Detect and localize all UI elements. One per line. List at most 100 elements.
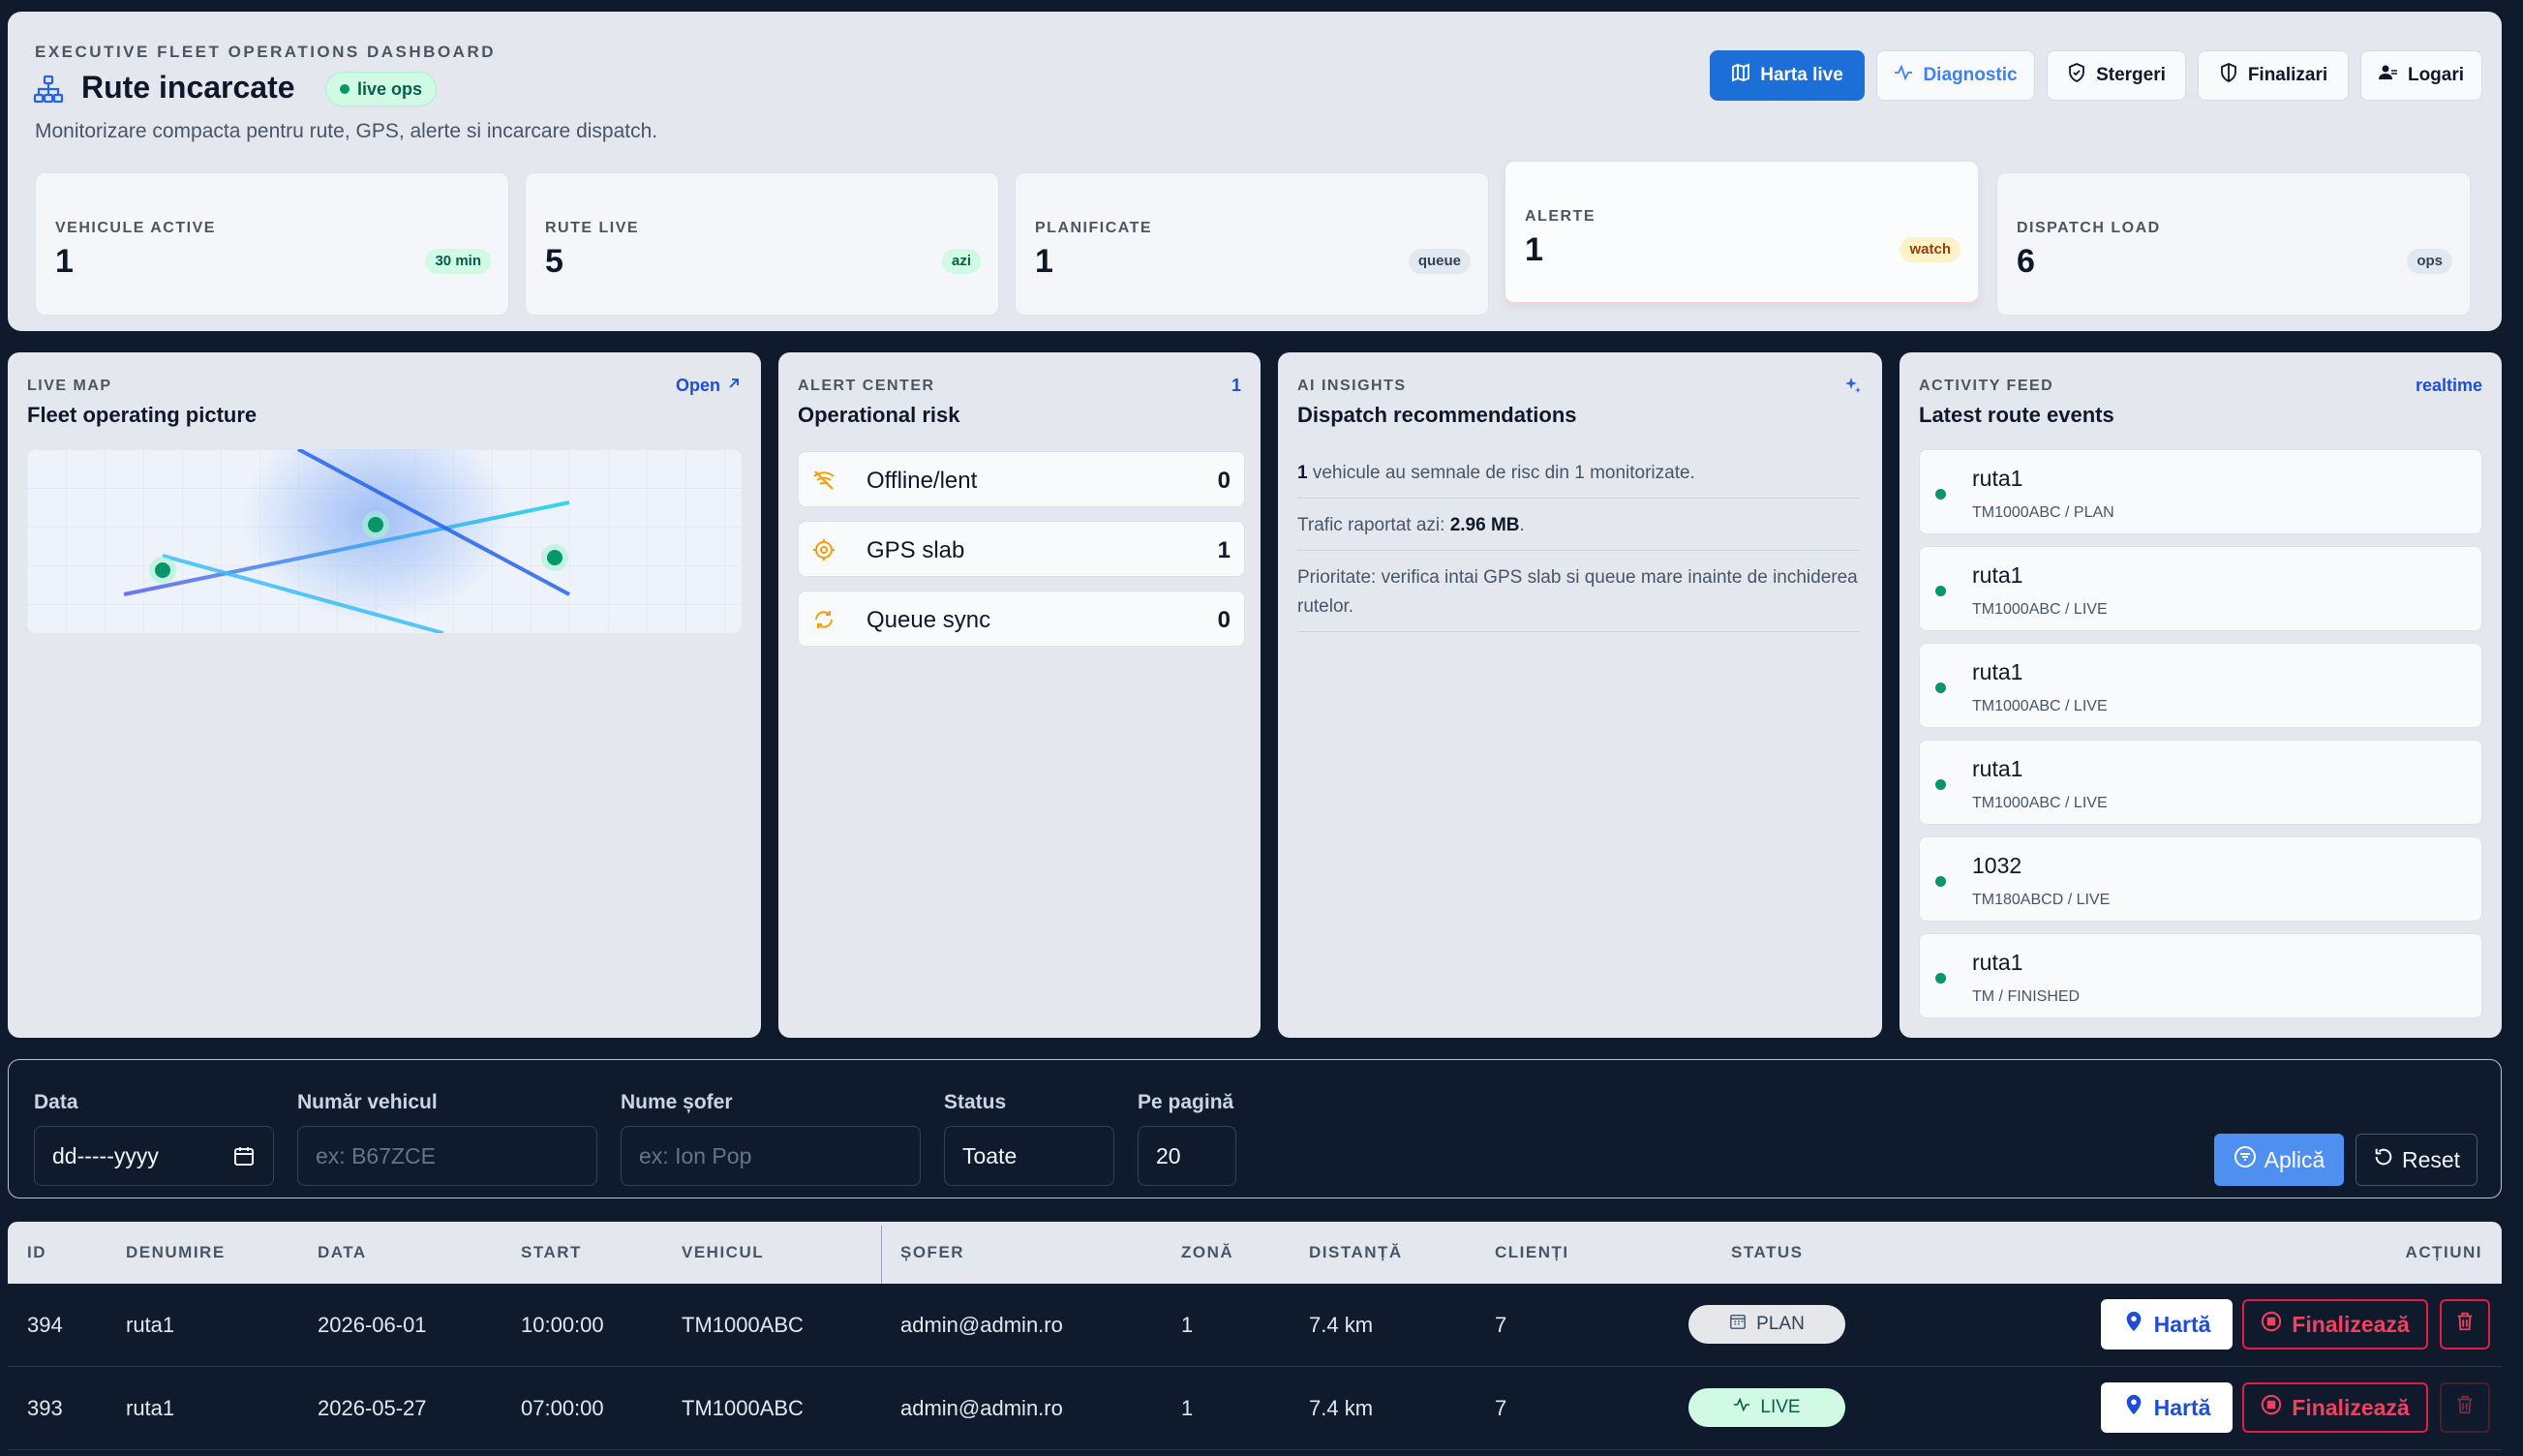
calendar-icon[interactable] — [232, 1144, 256, 1173]
panel-title: Fleet operating picture — [27, 403, 258, 427]
live-ops-label: live ops — [357, 79, 423, 99]
status-dot-icon — [1935, 876, 1946, 887]
status-label: Status — [944, 1091, 1007, 1113]
col-zone[interactable]: ZONĂ — [1181, 1243, 1234, 1261]
event-item[interactable]: ruta1 TM1000ABC / PLAN — [1919, 449, 2482, 534]
logins-button[interactable]: Logari — [2360, 50, 2482, 101]
col-driver[interactable]: ȘOFER — [900, 1243, 965, 1261]
cell-driver: admin@admin.ro — [900, 1396, 1063, 1420]
driver-name-input[interactable] — [621, 1126, 921, 1186]
reset-button[interactable]: Reset — [2356, 1134, 2477, 1186]
map-icon — [1731, 63, 1750, 88]
col-id[interactable]: ID — [27, 1243, 46, 1261]
finalize-button[interactable]: Finalizează — [2242, 1382, 2428, 1433]
status-dot-icon — [1935, 682, 1946, 693]
col-vehicle[interactable]: VEHICUL — [682, 1243, 765, 1261]
event-item[interactable]: ruta1 TM1000ABC / LIVE — [1919, 740, 2482, 825]
apply-button[interactable]: Aplică — [2214, 1134, 2344, 1186]
diagnostic-button[interactable]: Diagnostic — [1876, 50, 2035, 101]
delete-button[interactable] — [2440, 1382, 2490, 1433]
event-title: ruta1 — [1972, 562, 2023, 588]
panel-title: Latest route events — [1919, 403, 2114, 427]
risk-item-offline[interactable]: Offline/lent 0 — [798, 451, 1245, 507]
event-item[interactable]: 1032 TM180ABCD / LIVE — [1919, 836, 2482, 922]
kpi-value: 1 — [55, 243, 74, 280]
table-row[interactable]: 394 ruta1 2026-06-01 10:00:00 TM1000ABC … — [8, 1284, 2502, 1367]
table-row[interactable]: 393 ruta1 2026-05-27 07:00:00 TM1000ABC … — [8, 1367, 2502, 1450]
event-title: ruta1 — [1972, 659, 2023, 684]
driver-label: Nume șofer — [621, 1091, 733, 1113]
per-page-input[interactable]: 20 — [1138, 1126, 1236, 1186]
date-value: dd-----yyyy — [52, 1142, 159, 1168]
event-subtitle: TM / FINISHED — [1972, 988, 2081, 1005]
kpi-value: 5 — [545, 243, 563, 280]
insight-traffic: Trafic raportat azi: 2.96 MB. — [1297, 511, 1859, 551]
ai-insights-panel: AI INSIGHTS Dispatch recommendations 1 v… — [1278, 352, 1882, 1038]
col-date[interactable]: DATA — [318, 1243, 367, 1261]
status-dot-icon — [1935, 779, 1946, 790]
risk-value: 1 — [1217, 537, 1231, 563]
cell-id: 394 — [27, 1313, 63, 1337]
risk-label: Queue sync — [866, 607, 991, 633]
risk-item-queue[interactable]: Queue sync 0 — [798, 591, 1245, 647]
event-title: ruta1 — [1972, 950, 2023, 975]
open-map-link[interactable]: Open — [676, 376, 742, 396]
map-button[interactable]: Hartă — [2101, 1382, 2233, 1433]
col-distance[interactable]: DISTANȚĂ — [1309, 1243, 1403, 1261]
panel-title: Operational risk — [798, 403, 960, 427]
cell-zone: 1 — [1181, 1313, 1194, 1337]
deletions-button[interactable]: Stergeri — [2047, 50, 2186, 101]
event-item[interactable]: ruta1 TM1000ABC / LIVE — [1919, 546, 2482, 631]
map-pin-icon — [2123, 1311, 2144, 1338]
cell-date: 2026-05-27 — [318, 1396, 427, 1420]
risk-label: GPS slab — [866, 537, 965, 563]
col-clients[interactable]: CLIENȚI — [1495, 1243, 1569, 1261]
realtime-badge: realtime — [2415, 376, 2482, 395]
dashboard-header: EXECUTIVE FLEET OPERATIONS DASHBOARD Rut… — [8, 12, 2502, 331]
finalize-button[interactable]: Finalizează — [2242, 1299, 2428, 1350]
insight-priority: Prioritate: verifica intai GPS slab si q… — [1297, 563, 1859, 632]
status-select-value: Toate — [962, 1142, 1018, 1168]
event-item[interactable]: ruta1 TM / FINISHED — [1919, 933, 2482, 1018]
kpi-chip: ops — [2407, 249, 2452, 274]
kpi-card-planned: PLANIFICATE 1 queue — [1015, 172, 1489, 316]
finalizations-button[interactable]: Finalizari — [2198, 50, 2349, 101]
col-name[interactable]: DENUMIRE — [126, 1243, 226, 1261]
sitemap-icon — [33, 74, 64, 105]
panel-eyebrow: ACTIVITY FEED — [1919, 378, 2054, 394]
cell-driver: admin@admin.ro — [900, 1313, 1063, 1337]
vehicle-number-input[interactable] — [297, 1126, 597, 1186]
fleet-map[interactable] — [27, 449, 742, 633]
status-badge: LIVE — [1688, 1388, 1845, 1427]
event-item[interactable]: ruta1 TM1000ABC / LIVE — [1919, 643, 2482, 728]
event-title: ruta1 — [1972, 466, 2023, 491]
map-button[interactable]: Hartă — [2101, 1299, 2233, 1350]
status-badge: PLAN — [1688, 1305, 1845, 1344]
risk-label: Offline/lent — [866, 468, 978, 494]
stop-circle-icon — [2261, 1311, 2282, 1338]
kpi-chip: 30 min — [425, 249, 491, 274]
col-start[interactable]: START — [521, 1243, 582, 1261]
delete-button[interactable] — [2440, 1299, 2490, 1350]
live-dot-icon — [340, 84, 350, 94]
kpi-label: PLANIFICATE — [1035, 220, 1153, 236]
insight-risk: 1 vehicule au semnale de risc din 1 moni… — [1297, 459, 1859, 499]
live-ops-badge: live ops — [325, 72, 438, 106]
kpi-card-dispatch-load: DISPATCH LOAD 6 ops — [1996, 172, 2471, 316]
panel-eyebrow: LIVE MAP — [27, 378, 112, 394]
live-map-button[interactable]: Harta live — [1710, 50, 1865, 101]
kpi-value: 6 — [2017, 243, 2035, 280]
map-canvas — [27, 449, 742, 633]
date-field[interactable]: dd-----yyyy — [34, 1126, 274, 1186]
col-status[interactable]: STATUS — [1731, 1243, 1804, 1261]
event-title: ruta1 — [1972, 756, 2023, 781]
kpi-chip: azi — [941, 249, 981, 274]
cell-clients: 7 — [1495, 1313, 1507, 1337]
status-select[interactable]: Toate — [944, 1126, 1114, 1186]
date-label: Data — [34, 1091, 78, 1113]
map-pin-icon — [2123, 1394, 2144, 1421]
risk-item-gps[interactable]: GPS slab 1 — [798, 521, 1245, 577]
cell-date: 2026-06-01 — [318, 1313, 427, 1337]
stop-circle-icon — [2261, 1394, 2282, 1421]
cell-start: 10:00:00 — [521, 1313, 604, 1337]
